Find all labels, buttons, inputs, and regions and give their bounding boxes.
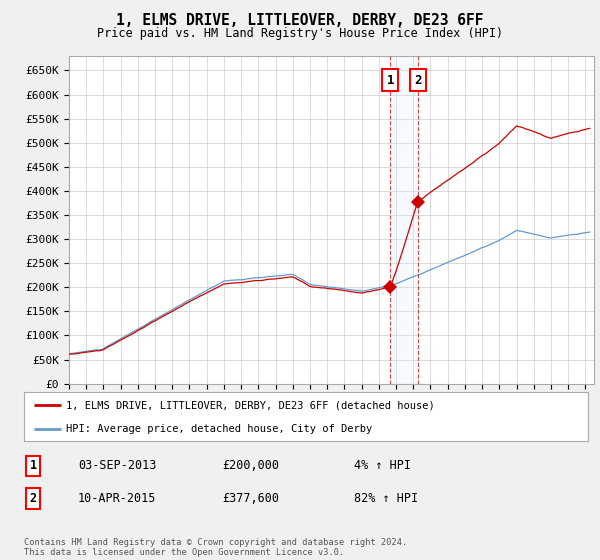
Text: £200,000: £200,000 [222, 459, 279, 473]
Text: 03-SEP-2013: 03-SEP-2013 [78, 459, 157, 473]
Text: Price paid vs. HM Land Registry's House Price Index (HPI): Price paid vs. HM Land Registry's House … [97, 27, 503, 40]
Text: 1, ELMS DRIVE, LITTLEOVER, DERBY, DE23 6FF: 1, ELMS DRIVE, LITTLEOVER, DERBY, DE23 6… [116, 13, 484, 28]
Text: 2: 2 [29, 492, 37, 505]
Text: 82% ↑ HPI: 82% ↑ HPI [354, 492, 418, 505]
Text: HPI: Average price, detached house, City of Derby: HPI: Average price, detached house, City… [66, 424, 373, 434]
Text: Contains HM Land Registry data © Crown copyright and database right 2024.
This d: Contains HM Land Registry data © Crown c… [24, 538, 407, 557]
Text: 4% ↑ HPI: 4% ↑ HPI [354, 459, 411, 473]
Text: 1, ELMS DRIVE, LITTLEOVER, DERBY, DE23 6FF (detached house): 1, ELMS DRIVE, LITTLEOVER, DERBY, DE23 6… [66, 400, 435, 410]
Text: 1: 1 [386, 73, 394, 87]
Bar [391, 56, 418, 384]
Text: 2: 2 [414, 73, 422, 87]
Text: 10-APR-2015: 10-APR-2015 [78, 492, 157, 505]
Text: 1: 1 [29, 459, 37, 473]
Text: £377,600: £377,600 [222, 492, 279, 505]
